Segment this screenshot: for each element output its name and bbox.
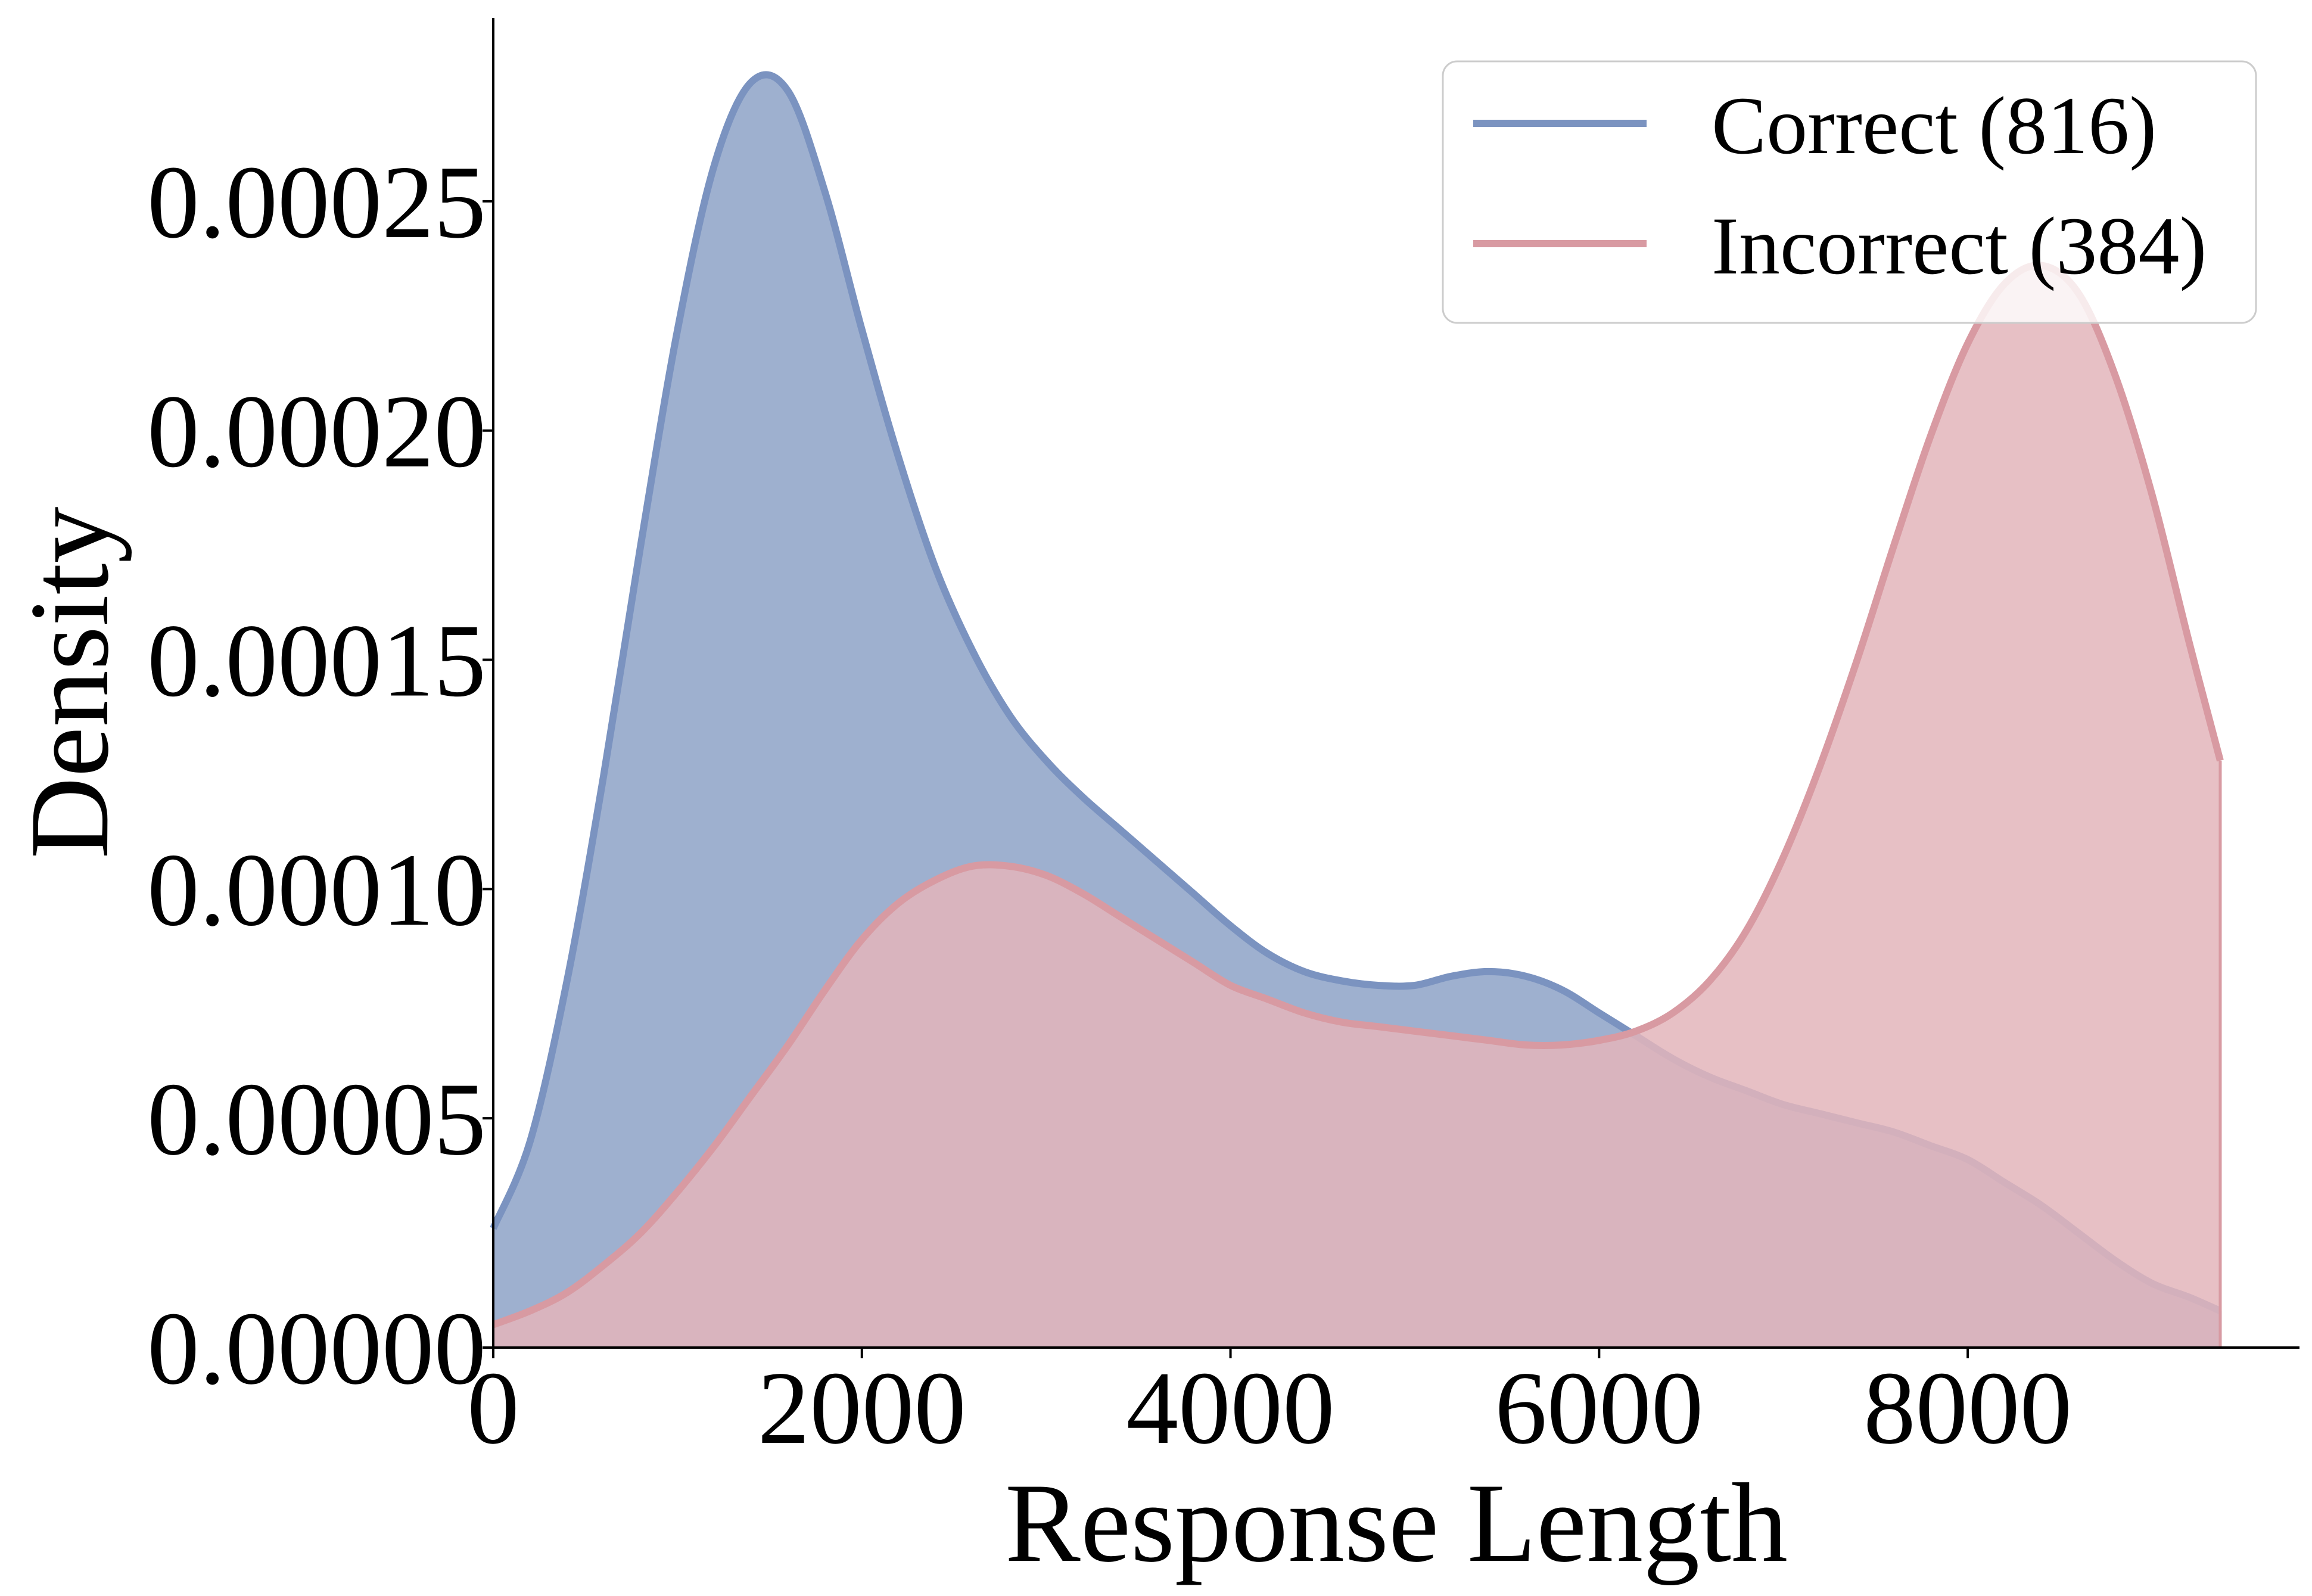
- x-axis-ticks: 0 2000 4000 6000 8000: [467, 1348, 2072, 1466]
- legend-label-incorrect: Incorrect (384): [1712, 200, 2207, 291]
- x-tick-label: 0: [467, 1350, 519, 1466]
- y-axis-ticks: 0.00000 0.00005 0.00010 0.00015 0.00020 0.000…: [147, 144, 493, 1406]
- legend-label-correct: Correct (816): [1712, 80, 2157, 171]
- y-tick-label: 0.00010: [147, 832, 486, 947]
- x-tick-label: 4000: [1127, 1350, 1335, 1466]
- y-tick-label: 0.00015: [147, 603, 486, 718]
- y-axis-title: Density: [7, 506, 132, 858]
- y-tick-label: 0.00025: [147, 144, 486, 260]
- area-incorrect: [493, 265, 2220, 1348]
- y-tick-label: 0.00020: [147, 374, 486, 489]
- x-tick-label: 6000: [1495, 1350, 1703, 1466]
- legend: Correct (816) Incorrect (384): [1442, 60, 2257, 324]
- y-tick-label: 0.00005: [147, 1061, 486, 1177]
- x-tick-label: 2000: [758, 1350, 966, 1466]
- x-axis-title: Response Length: [1005, 1461, 1788, 1586]
- y-tick-label: 0.00000: [147, 1290, 486, 1406]
- x-tick-label: 8000: [1863, 1350, 2072, 1466]
